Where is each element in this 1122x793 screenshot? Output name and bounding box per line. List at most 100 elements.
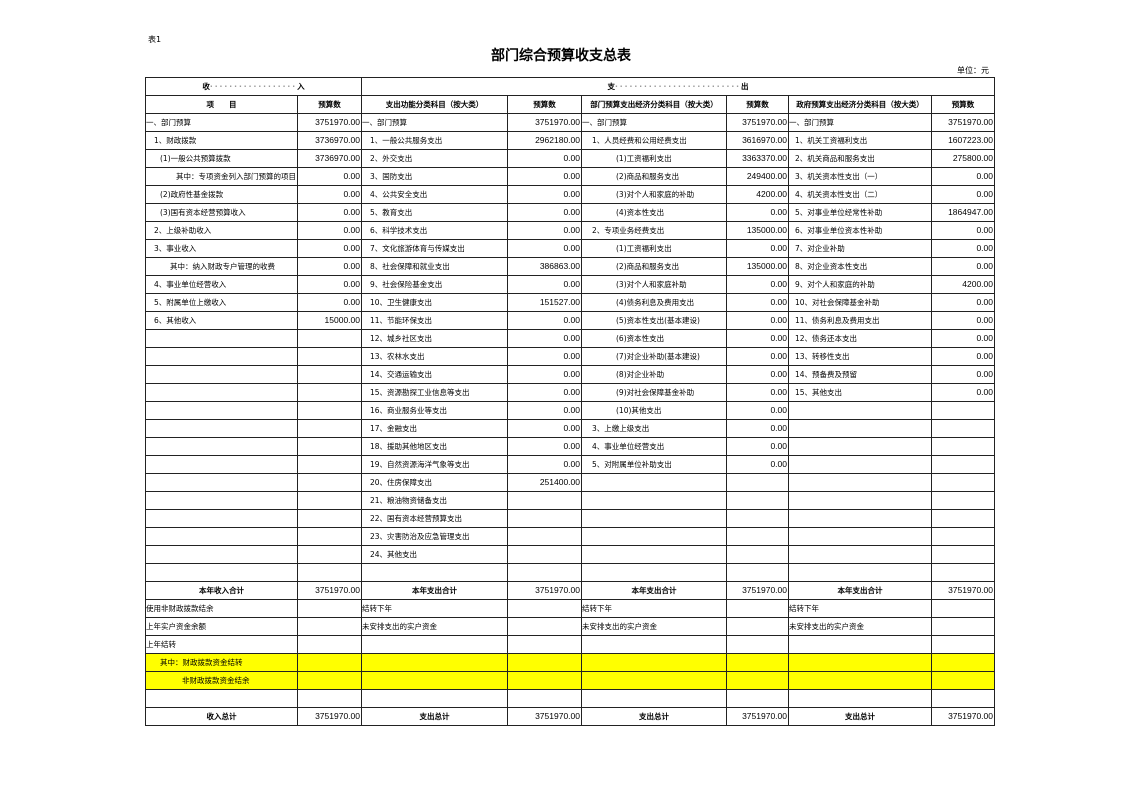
item-cell	[145, 437, 298, 456]
amount-cell	[297, 329, 362, 348]
table-row: 使用非财政拨款结余 结转下年 结转下年 结转下年	[145, 599, 995, 618]
amount-cell: 0.00	[931, 347, 995, 366]
item-cell	[145, 689, 298, 708]
amount-cell: 0.00	[507, 455, 582, 474]
amount-cell	[931, 671, 995, 690]
amount-cell: 0.00	[297, 257, 362, 276]
amount-cell	[507, 491, 582, 510]
amount-cell	[931, 509, 995, 528]
item-cell	[145, 329, 298, 348]
item-cell	[788, 473, 932, 492]
item-cell	[788, 401, 932, 420]
column-header: 预算数	[931, 95, 995, 114]
item-cell: 使用非财政拨款结余	[145, 599, 298, 618]
item-cell	[788, 455, 932, 474]
amount-cell: 135000.00	[726, 257, 789, 276]
amount-cell: 0.00	[931, 365, 995, 384]
amount-cell	[507, 635, 582, 654]
amount-cell: 3736970.00	[297, 131, 362, 150]
table-number: 表1	[148, 35, 162, 44]
amount-cell: 0.00	[507, 383, 582, 402]
item-cell: 本年支出合计	[361, 581, 508, 600]
amount-cell: 0.00	[297, 239, 362, 258]
item-cell: 上年实户资金余额	[145, 617, 298, 636]
amount-cell	[931, 617, 995, 636]
amount-cell: 3751970.00	[931, 707, 995, 726]
amount-cell	[297, 509, 362, 528]
column-header: 预算数	[297, 95, 362, 114]
item-cell	[581, 545, 727, 564]
amount-cell: 0.00	[726, 329, 789, 348]
item-cell: (5)资本性支出(基本建设)	[581, 311, 727, 330]
item-cell: 上年结转	[145, 635, 298, 654]
table-row: (3)国有资本经营预算收入 0.00 5、教育支出 0.00 (4)资本性支出 0.00 5…	[145, 203, 995, 222]
item-cell: 14、预备费及预留	[788, 365, 932, 384]
table-row: 上年结转	[145, 635, 995, 654]
amount-cell	[726, 563, 789, 582]
table-row: 其中：纳入财政专户管理的收费 0.00 8、社会保障和就业支出 386863.00 (2…	[145, 257, 995, 276]
table-row: (2)政府性基金拨款 0.00 4、公共安全支出 0.00 (3)对个人和家庭的补助 42…	[145, 185, 995, 204]
item-cell: (8)对企业补助	[581, 365, 727, 384]
item-cell: (1)一般公共预算拨款	[145, 149, 298, 168]
item-cell	[145, 365, 298, 384]
item-cell: 其中：纳入财政专户管理的收费	[145, 257, 298, 276]
column-header: 预算数	[726, 95, 789, 114]
table-row: 15、资源勘探工业信息等支出 0.00 (9)对社会保障基金补助 0.00 15、其他支…	[145, 383, 995, 402]
item-cell: 1、一般公共服务支出	[361, 131, 508, 150]
item-cell: 1、财政拨款	[145, 131, 298, 150]
table-row: 2、上级补助收入 0.00 6、科学技术支出 0.00 2、专项业务经费支出 135000…	[145, 221, 995, 240]
amount-cell: 1607223.00	[931, 131, 995, 150]
amount-cell	[297, 599, 362, 618]
item-cell: 3、事业收入	[145, 239, 298, 258]
amount-cell: 3751970.00	[507, 581, 582, 600]
amount-cell: 386863.00	[507, 257, 582, 276]
amount-cell	[297, 635, 362, 654]
item-cell: 一、部门预算	[145, 113, 298, 132]
table-row: 一、部门预算 3751970.00 一、部门预算 3751970.00 一、部门预算 37…	[145, 113, 995, 132]
amount-cell: 0.00	[931, 329, 995, 348]
amount-cell	[931, 689, 995, 708]
amount-cell	[931, 419, 995, 438]
amount-cell: 0.00	[726, 365, 789, 384]
item-cell	[145, 347, 298, 366]
amount-cell: 3751970.00	[507, 113, 582, 132]
item-cell: 18、援助其他地区支出	[361, 437, 508, 456]
budget-table: 收··················入 支··················…	[145, 77, 995, 726]
item-cell: 24、其他支出	[361, 545, 508, 564]
amount-cell: 0.00	[726, 419, 789, 438]
item-cell	[581, 509, 727, 528]
item-cell	[145, 383, 298, 402]
item-cell: 13、农林水支出	[361, 347, 508, 366]
table-row: 非财政拨款资金结余	[145, 671, 995, 690]
item-cell: 未安排支出的实户资金	[581, 617, 727, 636]
item-cell: (1)工资福利支出	[581, 149, 727, 168]
amount-cell: 3751970.00	[297, 581, 362, 600]
item-cell: 5、对事业单位经常性补助	[788, 203, 932, 222]
item-cell: 结转下年	[788, 599, 932, 618]
amount-cell: 3736970.00	[297, 149, 362, 168]
item-cell: 本年支出合计	[581, 581, 727, 600]
amount-cell: 0.00	[297, 221, 362, 240]
table-row: 其中：专项资金列入部门预算的项目 0.00 3、国防支出 0.00 (2)商品和服务支出…	[145, 167, 995, 186]
amount-cell: 2962180.00	[507, 131, 582, 150]
amount-cell	[507, 545, 582, 564]
amount-cell: 3751970.00	[507, 707, 582, 726]
item-cell: 3、上缴上级支出	[581, 419, 727, 438]
item-cell: (7)对企业补助(基本建设)	[581, 347, 727, 366]
item-cell: 3、机关资本性支出（一）	[788, 167, 932, 186]
item-cell: (6)资本性支出	[581, 329, 727, 348]
table-row: 4、事业单位经营收入 0.00 9、社会保险基金支出 0.00 (3)对个人和家庭补助 0…	[145, 275, 995, 294]
item-cell: 4、事业单位经营支出	[581, 437, 727, 456]
amount-cell	[726, 599, 789, 618]
table-row	[145, 689, 995, 708]
item-cell: 未安排支出的实户资金	[788, 617, 932, 636]
amount-cell: 0.00	[507, 419, 582, 438]
item-cell: 13、转移性支出	[788, 347, 932, 366]
amount-cell	[297, 689, 362, 708]
amount-cell	[297, 419, 362, 438]
item-cell: 12、债务还本支出	[788, 329, 932, 348]
section-header-row: 收··················入 支··················…	[145, 77, 995, 96]
item-cell: 一、部门预算	[361, 113, 508, 132]
amount-cell: 0.00	[726, 455, 789, 474]
table-row: 3、事业收入 0.00 7、文化旅游体育与传媒支出 0.00 (1)工资福利支出 0.00…	[145, 239, 995, 258]
